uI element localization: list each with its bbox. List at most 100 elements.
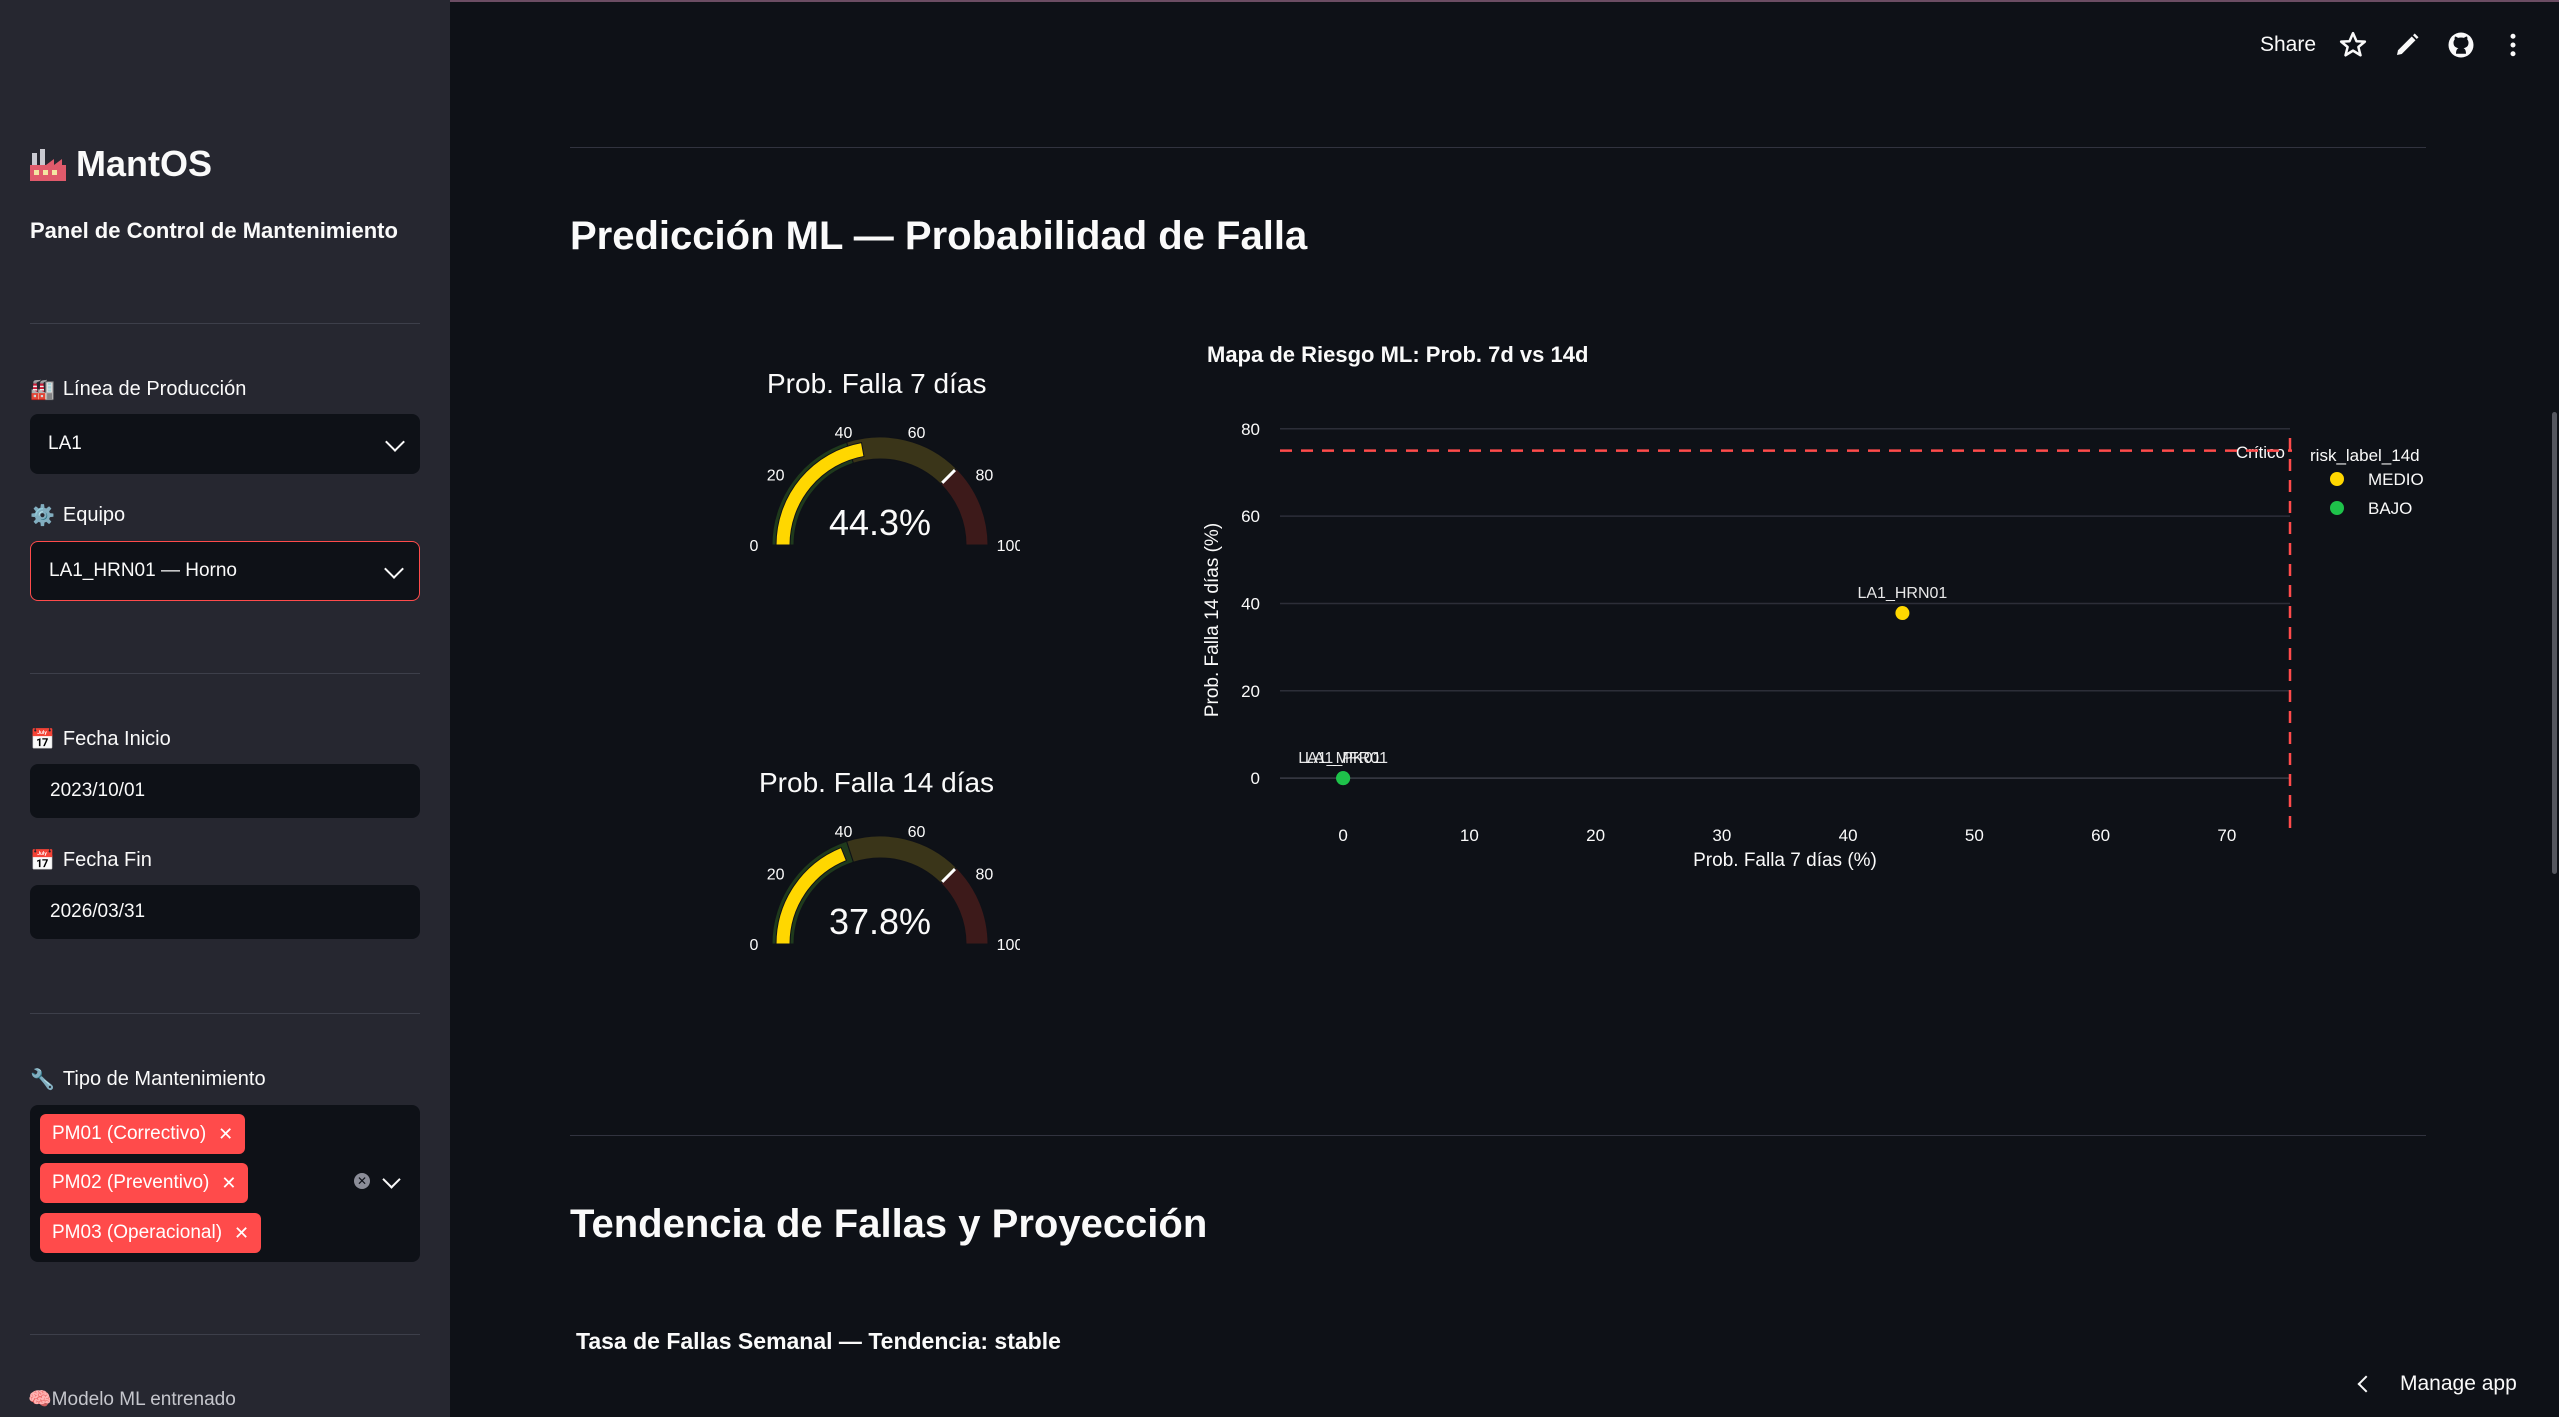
gauge-threshold-marker	[941, 468, 957, 484]
remove-tag-icon[interactable]: ✕	[221, 1172, 237, 1193]
gauge-tick-label: 0	[750, 538, 759, 555]
gauge-band-high	[940, 866, 989, 945]
gauge-7d-title: Prob. Falla 7 días	[767, 368, 987, 399]
data-point-label: LA1_PK01	[1305, 750, 1382, 767]
sidebar: MantOS Panel de Control de Mantenimiento…	[0, 0, 450, 1417]
fecha-inicio-value: 2023/10/01	[50, 780, 146, 801]
gear-icon: ⚙️	[30, 505, 55, 527]
y-tick-label: 20	[1241, 682, 1260, 701]
gauge-tick-label: 20	[767, 867, 785, 884]
legend-entry: MEDIO	[2368, 470, 2424, 489]
gauge-14d: 0 20 40 60 80 100 37.8%	[750, 824, 1020, 954]
tipo-multiselect[interactable]: PM01 (Correctivo) ✕ PM02 (Preventivo) ✕ …	[30, 1105, 420, 1262]
equipo-select-value: LA1_HRN01 — Horno	[49, 560, 237, 581]
tag-pm02[interactable]: PM02 (Preventivo) ✕	[40, 1163, 249, 1203]
clear-all-icon[interactable]: ✕	[354, 1173, 370, 1189]
share-button[interactable]: Share	[2260, 33, 2317, 56]
section-divider	[570, 1135, 2426, 1136]
manage-app-label: Manage app	[2400, 1372, 2517, 1395]
app-brand: MantOS	[30, 143, 212, 185]
y-tick-label: 80	[1241, 420, 1260, 439]
calendar-icon: 📅	[30, 729, 55, 751]
remove-tag-icon[interactable]: ✕	[234, 1222, 250, 1243]
legend-entry: BAJO	[2368, 499, 2412, 518]
equipo-label: ⚙️ Equipo	[30, 503, 125, 528]
calendar-icon: 📅	[30, 850, 55, 872]
x-tick-label: 70	[2217, 826, 2236, 845]
fecha-inicio-label-text: Fecha Inicio	[62, 728, 171, 750]
gauge-tick-label: 60	[908, 425, 926, 442]
y-axis-label: Prob. Falla 14 días (%)	[1202, 523, 1223, 717]
github-icon[interactable]	[2446, 30, 2476, 60]
sidebar-divider	[30, 673, 420, 674]
gauge-band-mid	[845, 436, 958, 485]
tag-label: PM03 (Operacional)	[52, 1222, 223, 1243]
fecha-fin-input[interactable]: 2026/03/31	[30, 885, 420, 939]
gauge-tick-label: 0	[750, 937, 759, 954]
x-tick-label: 0	[1338, 826, 1347, 845]
chevron-down-icon[interactable]	[385, 432, 405, 452]
linea-select[interactable]: LA1	[30, 414, 420, 474]
legend-title: risk_label_14d	[2310, 446, 2420, 465]
chevron-left-icon[interactable]	[2357, 1375, 2375, 1393]
star-icon[interactable]	[2338, 30, 2368, 60]
wrench-icon: 🔧	[30, 1069, 55, 1091]
equipo-label-text: Equipo	[62, 504, 126, 526]
data-point-label: LA1_MFR01	[1298, 750, 1388, 767]
factory-icon: 🏭	[30, 379, 55, 401]
gauge-band-mid	[845, 835, 958, 884]
gauge-threshold-marker	[941, 867, 957, 883]
chevron-down-icon[interactable]	[384, 559, 404, 579]
x-axis-label: Prob. Falla 7 días (%)	[1693, 850, 1877, 871]
gauge-tick-label: 80	[975, 867, 993, 884]
tag-pm01[interactable]: PM01 (Correctivo) ✕	[40, 1114, 246, 1154]
gauge-tick-label: 40	[835, 425, 853, 442]
data-point	[1336, 771, 1351, 786]
linea-label-text: Línea de Producción	[62, 378, 247, 400]
gauge-tick-label: 60	[908, 824, 926, 841]
top-accent-line	[0, 0, 2559, 2]
risk-scatter-chart: Prob. Falla 14 días (%) Prob. Falla 7 dí…	[1202, 420, 2424, 871]
section-divider	[570, 147, 2426, 148]
y-tick-label: 0	[1251, 769, 1260, 788]
chart-title: Mapa de Riesgo ML: Prob. 7d vs 14d	[1207, 342, 1589, 367]
fecha-fin-value: 2026/03/31	[50, 901, 146, 922]
data-point-label: LA1_HRN01	[1857, 585, 1947, 602]
factory-icon	[30, 149, 66, 181]
scrollbar[interactable]	[2552, 412, 2557, 874]
x-tick-label: 60	[2091, 826, 2110, 845]
sidebar-divider	[30, 323, 420, 324]
fecha-fin-label: 📅 Fecha Fin	[30, 848, 152, 873]
linea-select-value: LA1	[48, 433, 82, 454]
tipo-label-text: Tipo de Mantenimiento	[62, 1068, 266, 1090]
manage-app-button[interactable]: Manage app	[2357, 1372, 2517, 1396]
gauge-value-label: 37.8%	[829, 901, 931, 942]
brand-name: MantOS	[76, 143, 213, 184]
gauge-14d-title: Prob. Falla 14 días	[759, 767, 995, 798]
chevron-down-icon[interactable]	[382, 1170, 401, 1189]
gauge-7d: 0 20 40 60 80 100 44.3%	[750, 425, 1020, 555]
gauge-value-label: 44.3%	[829, 502, 931, 543]
remove-tag-icon[interactable]: ✕	[218, 1123, 234, 1144]
pencil-icon[interactable]	[2392, 30, 2422, 60]
brain-icon: 🧠	[28, 1389, 52, 1410]
x-tick-label: 30	[1712, 826, 1731, 845]
fecha-inicio-input[interactable]: 2023/10/01	[30, 764, 420, 818]
tipo-label: 🔧 Tipo de Mantenimiento	[30, 1067, 266, 1092]
gauge-tick-label: 40	[835, 824, 853, 841]
equipo-select[interactable]: LA1_HRN01 — Horno	[30, 541, 420, 601]
tag-pm03[interactable]: PM03 (Operacional) ✕	[40, 1213, 262, 1253]
fecha-fin-label-text: Fecha Fin	[62, 849, 152, 871]
gauge-tick-label: 100	[997, 538, 1020, 555]
sidebar-subtitle: Panel de Control de Mantenimiento	[30, 218, 398, 243]
fecha-inicio-label: 📅 Fecha Inicio	[30, 727, 171, 752]
section-title-prediccion: Predicción ML — Probabilidad de Falla	[570, 214, 1308, 258]
legend-marker	[2330, 472, 2344, 486]
sidebar-divider	[30, 1013, 420, 1014]
y-tick-label: 40	[1241, 594, 1260, 613]
x-tick-label: 10	[1460, 826, 1479, 845]
gauge-tick-label: 20	[767, 468, 785, 485]
gauge-tick-label: 100	[997, 937, 1020, 954]
x-tick-label: 20	[1586, 826, 1605, 845]
more-vertical-icon[interactable]	[2498, 30, 2528, 60]
